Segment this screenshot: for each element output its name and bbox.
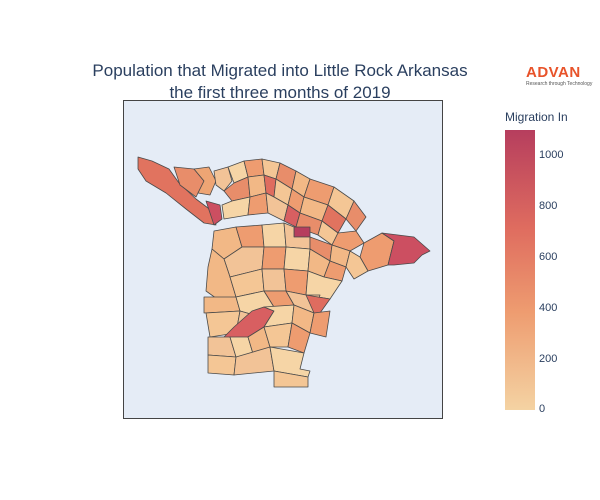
advan-logo-tagline: Research through Technology <box>526 81 593 87</box>
map-region <box>293 226 311 238</box>
map-svg <box>137 156 431 388</box>
map-region <box>213 166 233 192</box>
map-region <box>261 222 287 248</box>
colorbar-title: Migration In <box>505 110 568 124</box>
map-region <box>221 196 251 220</box>
advan-logo: ADVAN Research through Technology <box>526 64 592 90</box>
choropleth-map[interactable] <box>123 100 443 419</box>
map-region <box>345 250 369 280</box>
map-region <box>207 354 237 376</box>
map-region <box>243 158 265 178</box>
map-region <box>261 268 287 292</box>
map-region <box>381 232 431 266</box>
chart-title-line-1: Population that Migrated into Little Roc… <box>92 61 468 80</box>
colorbar-tick-label: 200 <box>539 353 558 365</box>
colorbar-tick-label: 600 <box>539 251 558 263</box>
map-region <box>305 270 343 300</box>
map-region <box>137 156 217 226</box>
advan-logo-wordmark: ADVAN <box>526 64 581 81</box>
map-region <box>203 296 241 314</box>
colorbar-tick-label: 1000 <box>539 149 564 161</box>
map-region <box>193 166 217 196</box>
map-region <box>309 310 331 338</box>
colorbar-tick-label: 800 <box>539 200 558 212</box>
chart-title-line-2: the first three months of 2019 <box>169 83 391 102</box>
map-region <box>331 230 365 252</box>
map-region <box>283 246 311 272</box>
colorbar-tick-label: 0 <box>539 403 546 415</box>
map-region <box>205 200 223 226</box>
colorbar-tick-label: 400 <box>539 302 558 314</box>
chart-title: Population that Migrated into Little Roc… <box>40 60 520 104</box>
map-region <box>273 370 309 388</box>
colorbar <box>505 130 535 410</box>
map-region <box>261 246 287 270</box>
